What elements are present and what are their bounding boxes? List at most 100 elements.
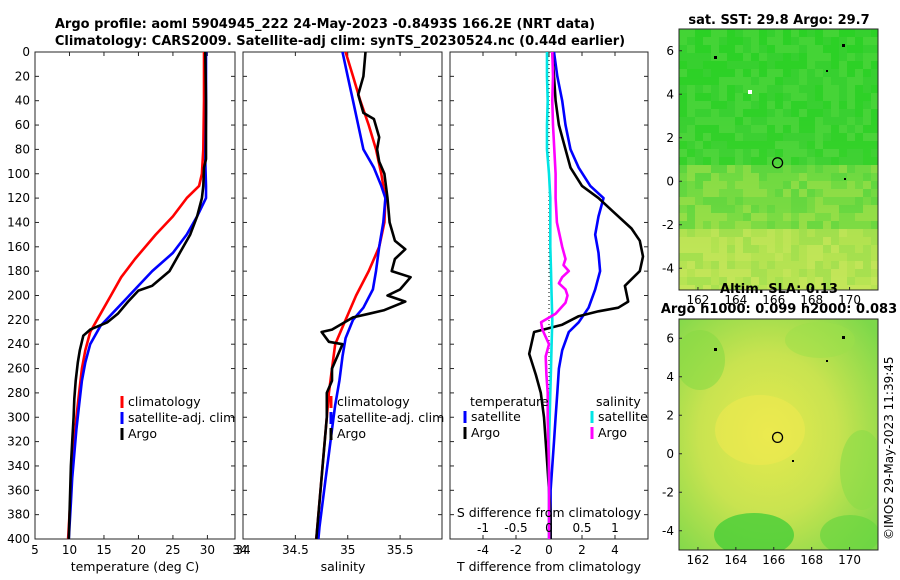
sst-cell — [783, 93, 791, 101]
sst-cell — [807, 93, 815, 101]
sst-cell — [783, 277, 791, 285]
sst-cell — [855, 45, 863, 53]
sst-cell — [839, 165, 847, 173]
sst-cell — [847, 237, 855, 245]
sst-cell — [727, 109, 735, 117]
x-tick-label: 5 — [31, 543, 39, 557]
sst-cell — [695, 69, 703, 77]
sst-cell — [831, 93, 839, 101]
sst-cell — [839, 101, 847, 109]
map-x-tick-label: 166 — [762, 293, 785, 307]
sst-cell — [831, 213, 839, 221]
sst-cell — [871, 109, 878, 117]
depth-tick-label: 20 — [15, 69, 30, 83]
sst-cell — [735, 181, 743, 189]
sst-cell — [767, 157, 775, 165]
sst-cell — [743, 165, 751, 173]
sst-cell — [751, 77, 759, 85]
sst-cell — [679, 45, 687, 53]
sst-cell — [727, 221, 735, 229]
sst-cell — [775, 221, 783, 229]
sst-cell — [823, 261, 831, 269]
sst-cell — [743, 221, 751, 229]
sst-cell — [751, 165, 759, 173]
sst-cell — [831, 229, 839, 237]
sst-cell — [783, 213, 791, 221]
sst-cell — [815, 197, 823, 205]
depth-tick-label: 140 — [7, 215, 30, 229]
sst-cell — [815, 253, 823, 261]
sst-cell — [799, 285, 807, 290]
series-line-salinity-argo — [539, 51, 571, 539]
depth-tick-label: 280 — [7, 386, 30, 400]
sst-cell — [831, 149, 839, 157]
sst-cell — [719, 133, 727, 141]
sst-cell — [831, 45, 839, 53]
sst-cell — [703, 117, 711, 125]
sst-cell — [695, 269, 703, 277]
sst-cell — [839, 133, 847, 141]
sst-cell — [719, 261, 727, 269]
sst-cell — [767, 149, 775, 157]
sst-cell — [695, 157, 703, 165]
sst-cell — [695, 189, 703, 197]
legend-argo-label: Argo — [337, 426, 366, 441]
series-line-satellite-adj-clim — [317, 51, 387, 540]
sst-cell — [727, 157, 735, 165]
sst-cell — [735, 189, 743, 197]
sst-cell — [791, 37, 799, 45]
sst-cell — [751, 61, 759, 69]
sst-cell — [863, 141, 871, 149]
sst-cell — [807, 229, 815, 237]
sst-cell — [807, 117, 815, 125]
sst-cell — [711, 77, 719, 85]
temperature-axis-label: temperature (deg C) — [71, 559, 200, 574]
sst-cell — [855, 213, 863, 221]
sst-cell — [759, 141, 767, 149]
sst-cell — [815, 69, 823, 77]
map-y-tick-label: -2 — [662, 218, 674, 232]
sst-cell — [727, 253, 735, 261]
sst-cell — [863, 157, 871, 165]
imos-timestamp: ©IMOS 29-May-2023 11:39:45 — [882, 356, 896, 540]
sst-cell — [775, 237, 783, 245]
top-x-tick-label: 1 — [611, 521, 619, 535]
sst-cell — [775, 69, 783, 77]
depth-tick-label: 400 — [7, 532, 30, 546]
sst-cell — [847, 133, 855, 141]
sst-cell — [863, 229, 871, 237]
sst-cell — [751, 93, 759, 101]
sst-cell — [751, 157, 759, 165]
sst-cell — [743, 29, 751, 37]
sst-cell — [791, 93, 799, 101]
sst-cell — [831, 117, 839, 125]
sst-cell — [767, 85, 775, 93]
sst-cell — [727, 205, 735, 213]
sst-cell — [719, 173, 727, 181]
map-y-tick-label: -4 — [662, 524, 674, 538]
sst-cell — [807, 125, 815, 133]
sst-cell — [815, 285, 823, 290]
sst-cell — [735, 285, 743, 290]
sst-cell — [711, 69, 719, 77]
sst-cell — [871, 245, 878, 253]
sst-cell — [823, 149, 831, 157]
sst-cell — [703, 189, 711, 197]
sst-cell — [847, 189, 855, 197]
sst-cell — [695, 61, 703, 69]
sst-cell — [831, 77, 839, 85]
sst-cell — [791, 69, 799, 77]
sst-cell — [687, 157, 695, 165]
sst-cell — [727, 181, 735, 189]
sst-cell — [767, 141, 775, 149]
sst-cell — [863, 29, 871, 37]
sst-cell — [799, 141, 807, 149]
sst-cell — [839, 285, 847, 290]
sst-cell — [863, 197, 871, 205]
sst-cell — [839, 37, 847, 45]
sst-cell — [855, 173, 863, 181]
sst-cell — [823, 229, 831, 237]
sst-cell — [687, 285, 695, 290]
sst-cell — [831, 277, 839, 285]
sst-cell — [823, 101, 831, 109]
